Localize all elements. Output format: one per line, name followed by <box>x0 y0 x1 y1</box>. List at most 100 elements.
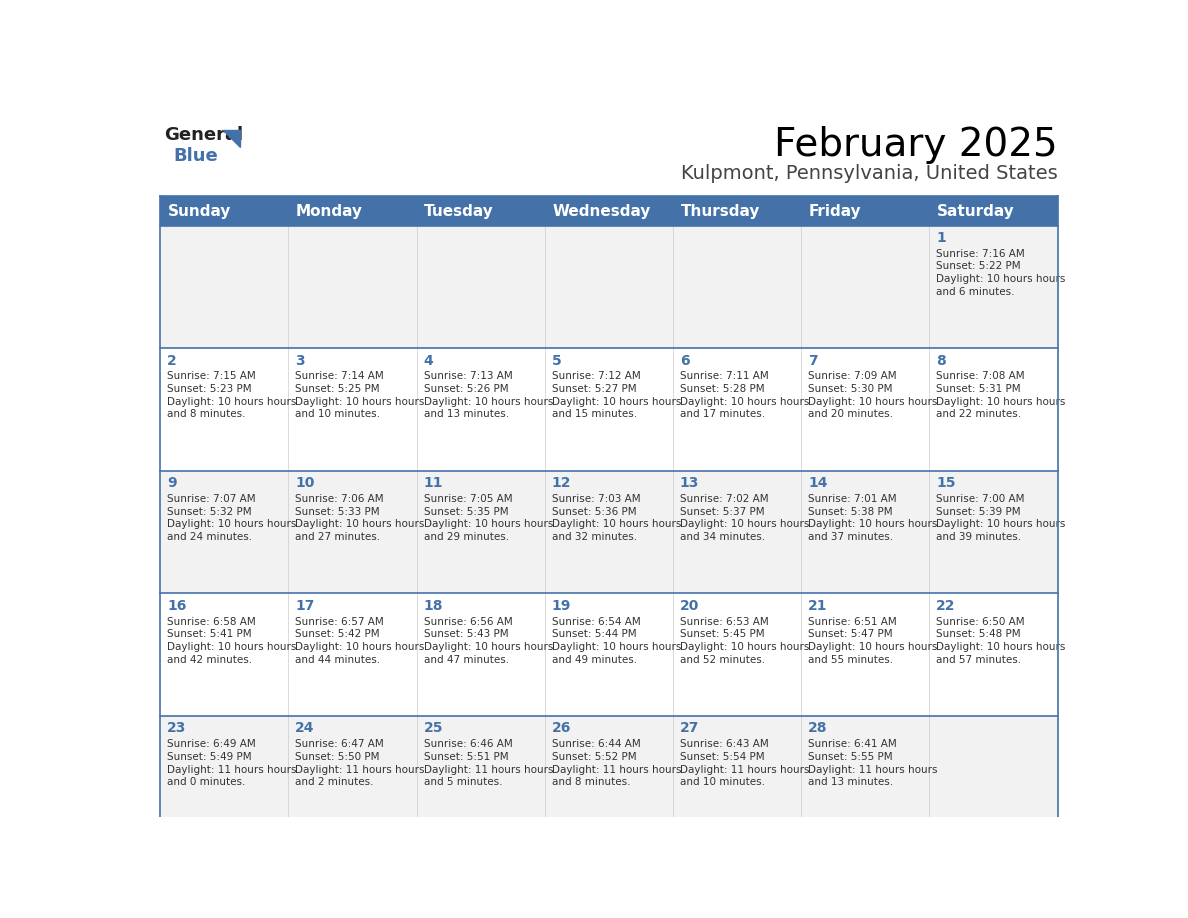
Text: Sunset: 5:37 PM: Sunset: 5:37 PM <box>680 507 765 517</box>
Text: and 8 minutes.: and 8 minutes. <box>551 778 630 788</box>
Text: 23: 23 <box>168 722 187 735</box>
Text: 3: 3 <box>296 353 305 367</box>
Text: and 13 minutes.: and 13 minutes. <box>423 409 508 420</box>
Text: Daylight: 11 hours hours: Daylight: 11 hours hours <box>680 765 809 775</box>
Text: Daylight: 10 hours hours: Daylight: 10 hours hours <box>680 642 809 652</box>
Text: Sunrise: 6:54 AM: Sunrise: 6:54 AM <box>551 617 640 626</box>
Text: Daylight: 10 hours hours: Daylight: 10 hours hours <box>680 397 809 407</box>
Text: Sunrise: 7:11 AM: Sunrise: 7:11 AM <box>680 372 769 381</box>
Text: Sunrise: 6:43 AM: Sunrise: 6:43 AM <box>680 739 769 749</box>
Text: and 27 minutes.: and 27 minutes. <box>296 532 380 542</box>
Text: Sunset: 5:28 PM: Sunset: 5:28 PM <box>680 384 765 394</box>
Text: Sunset: 5:54 PM: Sunset: 5:54 PM <box>680 752 765 762</box>
Text: Sunset: 5:27 PM: Sunset: 5:27 PM <box>551 384 637 394</box>
Text: Wednesday: Wednesday <box>552 204 651 218</box>
Text: Daylight: 10 hours hours: Daylight: 10 hours hours <box>168 642 297 652</box>
Text: 26: 26 <box>551 722 571 735</box>
Text: and 6 minutes.: and 6 minutes. <box>936 287 1015 297</box>
Text: Daylight: 11 hours hours: Daylight: 11 hours hours <box>808 765 937 775</box>
Text: General: General <box>164 126 244 143</box>
Text: and 29 minutes.: and 29 minutes. <box>423 532 508 542</box>
Text: and 20 minutes.: and 20 minutes. <box>808 409 893 420</box>
Text: Daylight: 10 hours hours: Daylight: 10 hours hours <box>423 642 552 652</box>
Text: Sunset: 5:48 PM: Sunset: 5:48 PM <box>936 629 1020 639</box>
Text: Saturday: Saturday <box>937 204 1015 218</box>
Text: Daylight: 11 hours hours: Daylight: 11 hours hours <box>168 765 297 775</box>
Text: Daylight: 11 hours hours: Daylight: 11 hours hours <box>296 765 425 775</box>
Text: Sunset: 5:45 PM: Sunset: 5:45 PM <box>680 629 765 639</box>
Text: Daylight: 10 hours hours: Daylight: 10 hours hours <box>936 397 1066 407</box>
Text: Daylight: 10 hours hours: Daylight: 10 hours hours <box>808 397 937 407</box>
Text: Sunset: 5:43 PM: Sunset: 5:43 PM <box>423 629 508 639</box>
Text: 5: 5 <box>551 353 562 367</box>
Text: 15: 15 <box>936 476 956 490</box>
Text: 25: 25 <box>423 722 443 735</box>
Text: and 15 minutes.: and 15 minutes. <box>551 409 637 420</box>
Text: and 10 minutes.: and 10 minutes. <box>680 778 765 788</box>
Text: Sunset: 5:42 PM: Sunset: 5:42 PM <box>296 629 380 639</box>
Text: 14: 14 <box>808 476 828 490</box>
Text: 16: 16 <box>168 599 187 613</box>
Text: 22: 22 <box>936 599 956 613</box>
Text: and 52 minutes.: and 52 minutes. <box>680 655 765 665</box>
Text: Daylight: 10 hours hours: Daylight: 10 hours hours <box>296 520 424 530</box>
Bar <box>160 716 1057 838</box>
Bar <box>160 226 1057 348</box>
Text: Daylight: 10 hours hours: Daylight: 10 hours hours <box>551 642 681 652</box>
Text: 10: 10 <box>296 476 315 490</box>
Text: Sunrise: 7:03 AM: Sunrise: 7:03 AM <box>551 494 640 504</box>
Text: Sunrise: 7:06 AM: Sunrise: 7:06 AM <box>296 494 384 504</box>
Text: Sunset: 5:41 PM: Sunset: 5:41 PM <box>168 629 252 639</box>
Text: Daylight: 10 hours hours: Daylight: 10 hours hours <box>168 520 297 530</box>
Text: Blue: Blue <box>173 147 219 165</box>
Text: Sunrise: 6:58 AM: Sunrise: 6:58 AM <box>168 617 255 626</box>
Text: Sunset: 5:35 PM: Sunset: 5:35 PM <box>423 507 508 517</box>
Text: and 57 minutes.: and 57 minutes. <box>936 655 1022 665</box>
Text: Sunset: 5:55 PM: Sunset: 5:55 PM <box>808 752 892 762</box>
Text: 20: 20 <box>680 599 700 613</box>
Text: 7: 7 <box>808 353 817 367</box>
Text: 19: 19 <box>551 599 571 613</box>
Text: and 8 minutes.: and 8 minutes. <box>168 409 246 420</box>
Text: Sunrise: 7:12 AM: Sunrise: 7:12 AM <box>551 372 640 381</box>
Bar <box>160 348 1057 471</box>
Text: Sunrise: 7:13 AM: Sunrise: 7:13 AM <box>423 372 512 381</box>
Text: and 2 minutes.: and 2 minutes. <box>296 778 374 788</box>
Text: Sunrise: 7:14 AM: Sunrise: 7:14 AM <box>296 372 384 381</box>
Text: Sunset: 5:32 PM: Sunset: 5:32 PM <box>168 507 252 517</box>
Text: 2: 2 <box>168 353 177 367</box>
Text: Daylight: 11 hours hours: Daylight: 11 hours hours <box>551 765 681 775</box>
Text: Daylight: 10 hours hours: Daylight: 10 hours hours <box>808 520 937 530</box>
Text: Sunset: 5:26 PM: Sunset: 5:26 PM <box>423 384 508 394</box>
Text: Sunrise: 6:51 AM: Sunrise: 6:51 AM <box>808 617 897 626</box>
Text: Sunset: 5:47 PM: Sunset: 5:47 PM <box>808 629 892 639</box>
Text: Daylight: 10 hours hours: Daylight: 10 hours hours <box>551 520 681 530</box>
Text: Daylight: 10 hours hours: Daylight: 10 hours hours <box>808 642 937 652</box>
Text: Sunrise: 6:49 AM: Sunrise: 6:49 AM <box>168 739 255 749</box>
Text: Sunset: 5:50 PM: Sunset: 5:50 PM <box>296 752 380 762</box>
Text: and 42 minutes.: and 42 minutes. <box>168 655 252 665</box>
Text: Daylight: 11 hours hours: Daylight: 11 hours hours <box>423 765 554 775</box>
Text: Daylight: 10 hours hours: Daylight: 10 hours hours <box>168 397 297 407</box>
Text: Daylight: 10 hours hours: Daylight: 10 hours hours <box>423 520 552 530</box>
Text: and 13 minutes.: and 13 minutes. <box>808 778 893 788</box>
Text: 12: 12 <box>551 476 571 490</box>
Text: and 24 minutes.: and 24 minutes. <box>168 532 252 542</box>
Text: Sunrise: 6:57 AM: Sunrise: 6:57 AM <box>296 617 384 626</box>
Text: and 0 minutes.: and 0 minutes. <box>168 778 246 788</box>
Text: and 39 minutes.: and 39 minutes. <box>936 532 1022 542</box>
Text: Sunrise: 6:50 AM: Sunrise: 6:50 AM <box>936 617 1025 626</box>
Bar <box>160 471 1057 593</box>
Text: Sunset: 5:25 PM: Sunset: 5:25 PM <box>296 384 380 394</box>
Text: and 44 minutes.: and 44 minutes. <box>296 655 380 665</box>
Bar <box>160 593 1057 716</box>
Text: Monday: Monday <box>296 204 364 218</box>
Text: Sunrise: 7:07 AM: Sunrise: 7:07 AM <box>168 494 255 504</box>
Text: Daylight: 10 hours hours: Daylight: 10 hours hours <box>936 274 1066 285</box>
Text: Sunset: 5:38 PM: Sunset: 5:38 PM <box>808 507 892 517</box>
Text: and 55 minutes.: and 55 minutes. <box>808 655 893 665</box>
Text: Sunset: 5:36 PM: Sunset: 5:36 PM <box>551 507 637 517</box>
Text: and 49 minutes.: and 49 minutes. <box>551 655 637 665</box>
Text: Sunset: 5:49 PM: Sunset: 5:49 PM <box>168 752 252 762</box>
Text: February 2025: February 2025 <box>773 126 1057 163</box>
